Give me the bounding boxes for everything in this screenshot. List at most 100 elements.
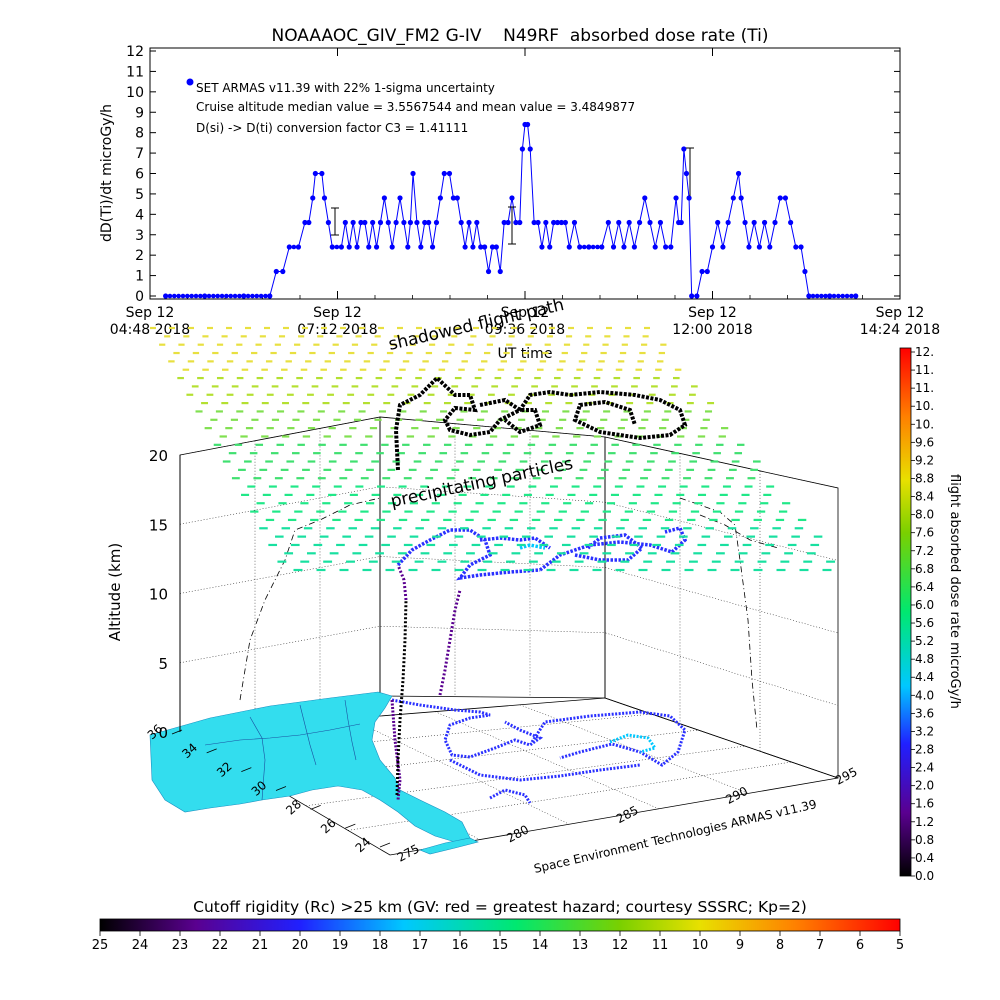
altitude-3d-panel: shadowed flight path precipitating parti… — [106, 295, 860, 876]
airborne-flight-path — [396, 525, 688, 581]
data-point — [853, 293, 859, 299]
data-point — [206, 293, 212, 299]
y-tick-label: 9 — [135, 105, 144, 121]
data-point — [280, 268, 286, 275]
data-point — [756, 244, 762, 250]
y-tick-label: 5 — [135, 187, 144, 203]
colorbar-tick-label: 4.8 — [915, 652, 934, 666]
altitude-tick-label: 0 — [158, 724, 168, 742]
data-point — [482, 244, 488, 250]
cutoff-tick-label: 9 — [736, 938, 744, 953]
data-point — [354, 244, 360, 250]
cutoff-bar-title: Cutoff rigidity (Rc) >25 km (GV: red = g… — [193, 898, 807, 916]
data-point — [823, 293, 828, 299]
colorbar-tick-label: 3.2 — [915, 724, 934, 738]
series-line — [165, 124, 856, 297]
floor-gridline — [434, 711, 659, 810]
data-point — [385, 219, 391, 226]
data-point — [211, 293, 216, 299]
dose-colorbar-fill — [899, 347, 912, 877]
data-point — [273, 268, 279, 275]
data-point — [513, 219, 519, 226]
wall-gridline — [179, 556, 839, 634]
data-point — [466, 219, 472, 226]
ascent-descent-track — [395, 564, 462, 796]
data-point — [798, 244, 804, 250]
data-point — [605, 219, 611, 226]
data-point — [519, 146, 525, 152]
dose-timeseries-panel: NOAAAOC_GIV_FM2 G-IV N49RF absorbed dose… — [99, 26, 940, 362]
data-point — [401, 219, 407, 226]
data-point — [668, 244, 674, 250]
data-point — [185, 293, 190, 299]
cutoff-tick-label: 19 — [332, 938, 349, 953]
colorbar-tick-label: 9.6 — [915, 435, 934, 449]
data-point — [566, 244, 572, 250]
data-point — [228, 293, 234, 299]
data-point — [433, 219, 440, 226]
colorbar-tick-label: 5.2 — [915, 634, 934, 648]
latitude-tick-mark — [206, 748, 217, 754]
data-point — [590, 244, 596, 250]
shadowed-flight-path — [393, 375, 688, 471]
data-point — [485, 268, 492, 275]
data-point — [738, 195, 744, 201]
cutoff-tick-label: 12 — [612, 938, 629, 953]
dose-rate-field — [150, 326, 836, 572]
cutoff-bar-fill — [99, 918, 901, 932]
cutoff-tick-label: 15 — [492, 938, 509, 953]
data-point — [767, 244, 773, 250]
data-point — [501, 219, 507, 226]
latitude-tick-label: 28 — [283, 797, 304, 818]
data-point — [704, 268, 710, 275]
data-point — [263, 293, 268, 299]
data-point — [338, 244, 345, 250]
data-point — [429, 244, 436, 250]
y-tick-label: 12 — [126, 44, 144, 60]
colorbar-tick-label: 11. — [915, 381, 934, 395]
data-point — [497, 268, 503, 275]
data-point — [258, 293, 264, 299]
colorbar-tick-label: 0.4 — [915, 851, 934, 865]
colorbar-tick-label: 10. — [915, 399, 934, 413]
data-point — [362, 219, 368, 226]
colorbar-tick-label: 4.4 — [915, 670, 934, 684]
data-point — [782, 195, 789, 201]
latitude-tick-label: 26 — [318, 816, 339, 837]
data-point — [470, 244, 476, 250]
altitude-tick-label: 5 — [158, 655, 168, 673]
cutoff-tick-label: 24 — [132, 938, 149, 953]
data-point — [547, 244, 553, 250]
data-point — [346, 244, 352, 250]
x-tick-label-time: 14:24 2018 — [860, 322, 940, 338]
wall-gridline — [179, 486, 839, 561]
x-tick-label-time: 04:48 2018 — [110, 322, 190, 338]
data-point — [321, 195, 328, 201]
latitude-tick-mark — [310, 804, 321, 810]
data-point — [458, 219, 464, 226]
data-point — [554, 219, 561, 226]
cutoff-tick-label: 5 — [896, 938, 904, 953]
data-point — [241, 293, 247, 299]
data-point — [652, 244, 658, 250]
data-point — [610, 244, 617, 250]
cutoff-tick-label: 8 — [776, 938, 784, 953]
data-point — [418, 244, 424, 250]
keys-landmass — [419, 837, 479, 855]
data-point — [827, 293, 833, 299]
latitude-tick-mark — [379, 842, 391, 848]
data-point — [535, 219, 541, 226]
x-tick-label-date: Sep 12 — [126, 305, 175, 321]
data-point — [319, 170, 325, 177]
cutoff-tick-label: 20 — [292, 938, 309, 953]
wall-gridline — [179, 625, 839, 706]
y-tick-label: 3 — [135, 228, 144, 244]
data-point — [407, 219, 414, 226]
interior-borders — [204, 699, 361, 801]
colorbar-tick-label: 1.2 — [915, 815, 934, 829]
colorbar-tick-label: 12. — [915, 345, 934, 359]
data-point — [581, 244, 587, 250]
colorbar-tick-label: 8.0 — [915, 508, 934, 522]
data-point — [381, 195, 387, 201]
data-point — [539, 244, 545, 250]
